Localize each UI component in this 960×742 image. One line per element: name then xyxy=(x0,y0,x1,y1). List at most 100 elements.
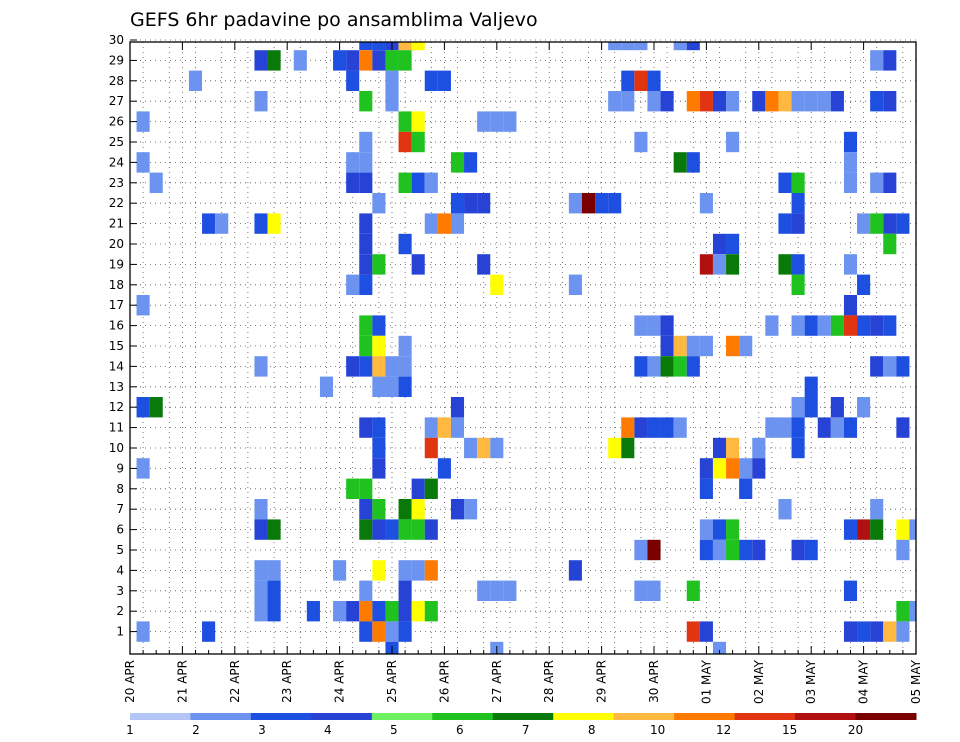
precip-cell xyxy=(843,417,858,438)
precip-cell xyxy=(398,42,412,51)
precip-cell xyxy=(398,621,412,642)
precip-cell xyxy=(385,601,399,622)
precip-cell xyxy=(136,458,150,479)
precip-cell xyxy=(464,193,478,214)
precip-cell xyxy=(909,519,916,540)
precip-cell xyxy=(411,478,425,499)
precip-cell xyxy=(712,519,727,540)
precip-cell xyxy=(411,111,425,132)
y-tick-label: 11 xyxy=(109,421,124,435)
precip-cell xyxy=(359,580,373,601)
precip-cell xyxy=(136,111,150,132)
precip-cell xyxy=(791,539,805,561)
precip-cell xyxy=(712,539,727,561)
precip-cell xyxy=(843,131,858,153)
precip-cell xyxy=(568,193,582,214)
y-tick-label: 28 xyxy=(109,74,124,88)
precip-cell xyxy=(647,91,661,112)
precip-cell xyxy=(726,539,740,561)
precip-cell xyxy=(870,50,884,71)
x-tick-label: 01 MAY xyxy=(699,659,713,704)
precip-cell xyxy=(608,437,622,459)
precip-cell xyxy=(634,580,648,601)
precip-cell xyxy=(411,254,425,275)
precip-cell xyxy=(254,213,268,234)
precip-cell xyxy=(398,335,412,357)
colorbar-swatch xyxy=(432,713,494,720)
precip-cell xyxy=(647,70,661,91)
x-tick-label: 27 APR xyxy=(490,660,504,703)
precip-cell xyxy=(660,417,674,438)
precip-cell xyxy=(477,254,491,275)
precip-cell xyxy=(843,315,858,336)
precip-cell xyxy=(673,42,687,51)
precip-cell xyxy=(450,499,465,520)
precip-cell xyxy=(830,315,844,336)
colorbar-swatch xyxy=(674,713,736,720)
precip-cell xyxy=(398,111,412,132)
precip-cell xyxy=(778,213,792,234)
precip-cell xyxy=(411,560,425,581)
precip-cell xyxy=(346,274,360,295)
precip-cell xyxy=(739,539,753,561)
precip-cell xyxy=(870,213,884,234)
precip-cell xyxy=(857,213,871,234)
y-tick-label: 9 xyxy=(116,461,124,475)
precip-cell xyxy=(202,621,216,642)
precip-cell xyxy=(752,91,766,112)
precip-cell xyxy=(765,91,779,112)
precip-cell xyxy=(817,91,831,112)
precip-cell xyxy=(385,621,399,642)
precip-cell xyxy=(699,254,713,275)
precip-cell xyxy=(712,641,727,654)
precip-cell xyxy=(424,213,438,234)
precip-cell xyxy=(411,131,425,153)
y-tick-label: 24 xyxy=(109,155,124,169)
precip-cell xyxy=(699,91,713,112)
precip-cell xyxy=(699,335,713,357)
precip-cell xyxy=(634,539,648,561)
precip-cell xyxy=(752,437,766,459)
precip-cell xyxy=(778,91,792,112)
precip-cell xyxy=(699,193,713,214)
precip-cell xyxy=(883,50,897,71)
precip-cell xyxy=(267,50,281,71)
precip-cell xyxy=(385,91,399,112)
precip-cell xyxy=(634,70,648,91)
precip-cell xyxy=(424,478,438,499)
precip-cell xyxy=(739,458,753,479)
colorbar-label: 20 xyxy=(848,723,863,737)
precip-cell xyxy=(896,356,910,377)
precip-cell xyxy=(359,42,373,51)
grid-lines xyxy=(130,39,916,654)
precip-cell xyxy=(896,417,910,438)
precip-cell xyxy=(254,499,268,520)
precip-cell xyxy=(372,254,386,275)
colorbar-swatch xyxy=(795,713,857,720)
precip-cell xyxy=(359,601,373,622)
precip-cell xyxy=(437,417,451,438)
precip-cell xyxy=(804,315,818,336)
precip-cell xyxy=(503,111,517,132)
precip-cell xyxy=(346,50,360,71)
colorbar-label: 8 xyxy=(588,723,596,737)
precip-cell xyxy=(830,417,844,438)
colorbar-label: 6 xyxy=(456,723,464,737)
colorbar-label: 10 xyxy=(650,723,665,737)
precip-cell xyxy=(726,131,740,153)
precip-cell xyxy=(804,539,818,561)
precip-cell xyxy=(359,621,373,642)
precip-cell xyxy=(346,356,360,377)
precip-cell xyxy=(398,131,412,153)
precip-cell xyxy=(424,601,438,622)
precip-cell xyxy=(909,601,916,622)
precip-cell xyxy=(424,70,438,91)
y-tick-label: 14 xyxy=(109,359,124,373)
colorbar-label: 4 xyxy=(324,723,332,737)
precip-cell xyxy=(411,601,425,622)
precip-cell xyxy=(267,560,281,581)
precip-cell xyxy=(726,233,740,255)
precip-cell xyxy=(870,621,884,642)
precip-cell xyxy=(136,621,150,642)
precip-cell xyxy=(581,193,596,214)
